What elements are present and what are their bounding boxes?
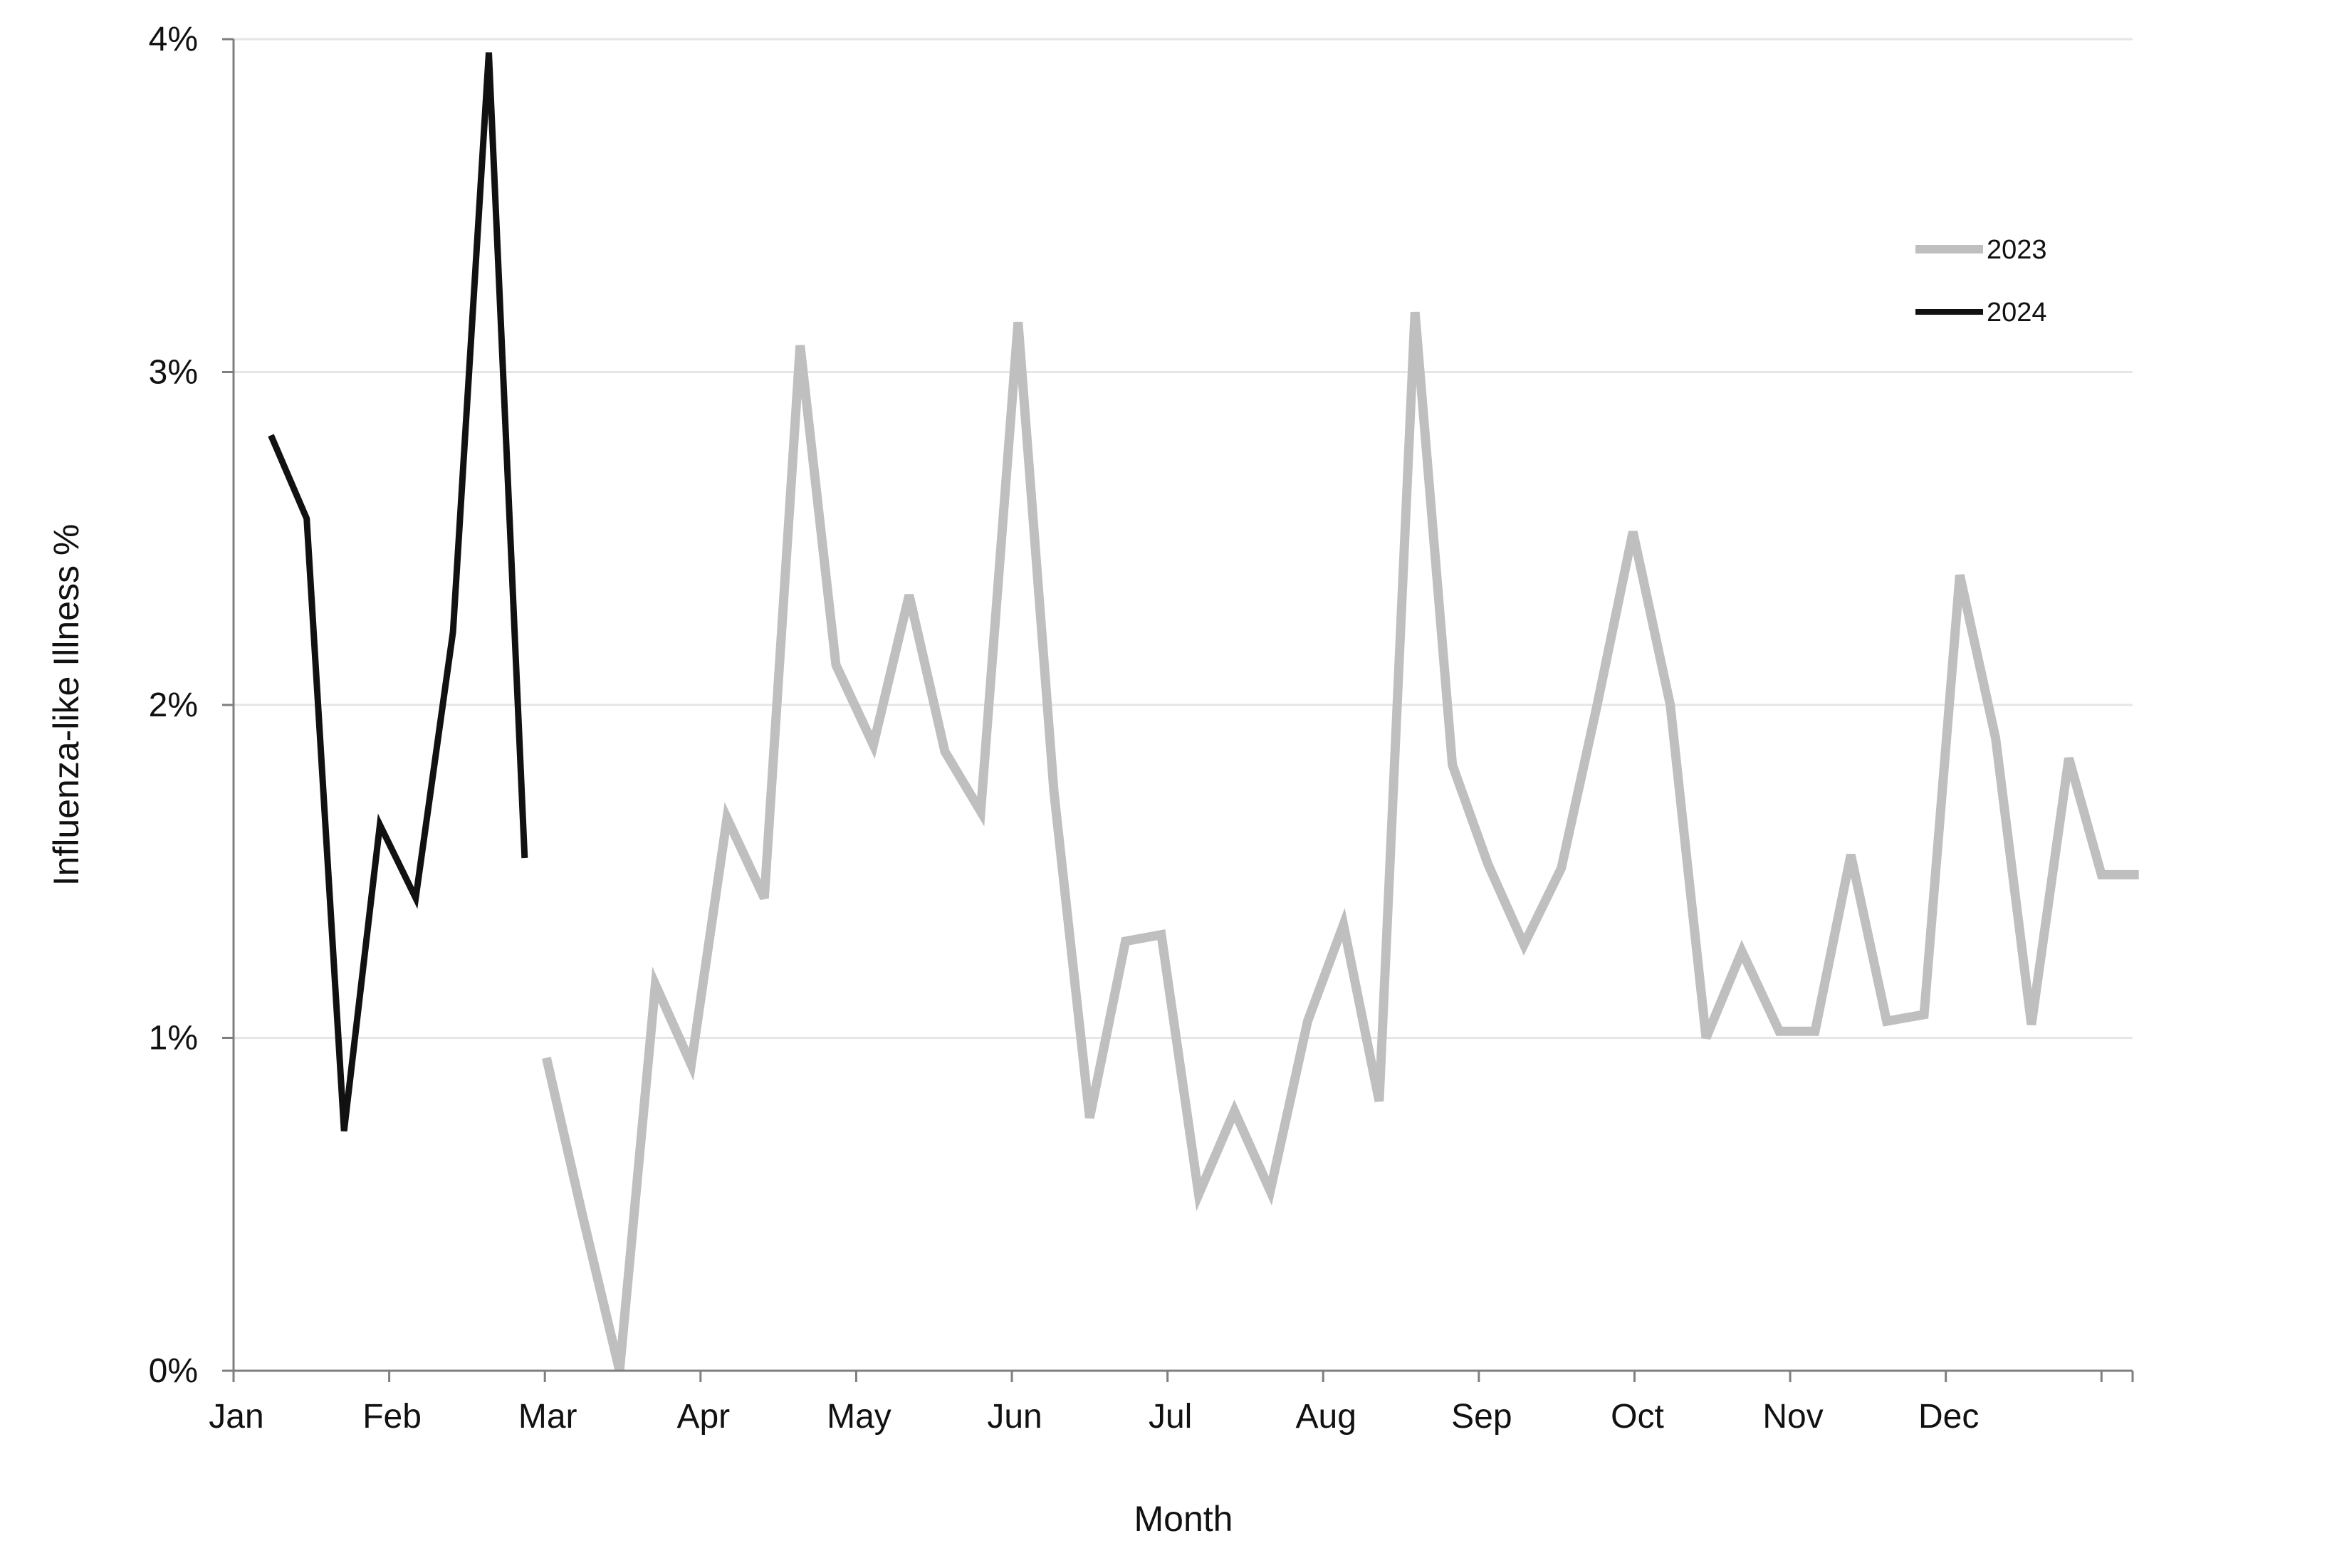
x-axis-title: Month [1134, 1499, 1233, 1539]
legend: 2023 2024 [1915, 235, 2047, 328]
legend-label: 2023 [1987, 235, 2047, 265]
x-tick-label: Jun [987, 1398, 1042, 1436]
x-tick-label: Oct [1611, 1398, 1664, 1436]
y-tick-label: 4% [149, 21, 198, 58]
x-tick-label: Apr [676, 1398, 730, 1436]
x-tick-label: Dec [1918, 1398, 1979, 1436]
y-tick-label: 3% [149, 354, 198, 392]
series-line-2024 [268, 52, 528, 1131]
y-tick-label: 1% [149, 1020, 198, 1057]
gridlines [234, 38, 2133, 1039]
axes [222, 38, 2134, 1382]
x-tick-label: Sep [1451, 1398, 1512, 1436]
x-tick-label: Nov [1762, 1398, 1823, 1436]
x-tick-label: May [827, 1398, 891, 1436]
legend-label: 2024 [1987, 298, 2047, 328]
tick-labels: 0% 1% 2% 3% 4% Jan Feb Mar Apr May Jun Jul Aug Sep Oct… [149, 21, 1980, 1436]
x-tick-label: Jul [1149, 1398, 1192, 1436]
x-tick-label: Aug [1296, 1398, 1356, 1436]
y-tick-label: 0% [149, 1352, 198, 1390]
series-line-2023 [542, 311, 2139, 1372]
y-tick-label: 2% [149, 686, 198, 724]
x-tick-label: Mar [518, 1398, 577, 1436]
series-lines [268, 52, 2139, 1372]
x-tick-label: Feb [362, 1398, 422, 1436]
x-tick-label: Jan [209, 1398, 263, 1436]
y-axis-title: Influenza-like Illness % [46, 524, 86, 887]
